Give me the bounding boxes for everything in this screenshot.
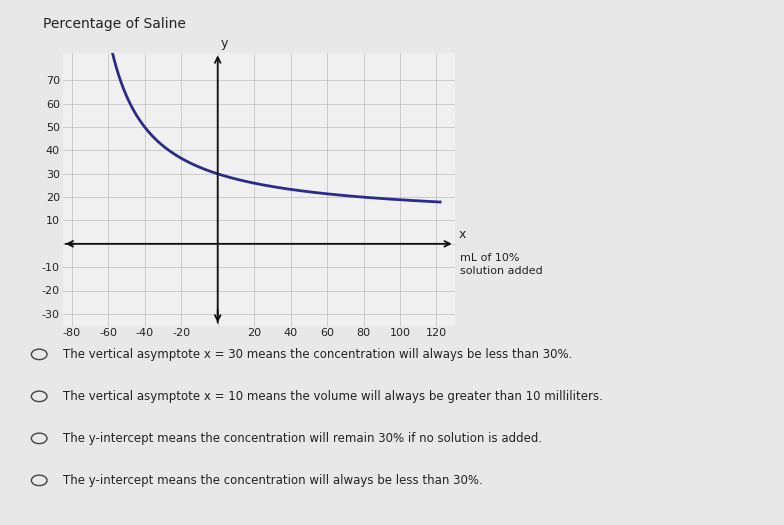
Text: The vertical asymptote x = 10 means the volume will always be greater than 10 mi: The vertical asymptote x = 10 means the …: [63, 390, 603, 403]
Text: The vertical asymptote x = 30 means the concentration will always be less than 3: The vertical asymptote x = 30 means the …: [63, 348, 572, 361]
Text: mL of 10%
solution added: mL of 10% solution added: [460, 253, 543, 276]
Text: y: y: [220, 37, 228, 50]
Text: x: x: [459, 228, 466, 242]
Text: Percentage of Saline: Percentage of Saline: [43, 17, 186, 30]
Text: The y-intercept means the concentration will always be less than 30%.: The y-intercept means the concentration …: [63, 474, 482, 487]
Text: The y-intercept means the concentration will remain 30% if no solution is added.: The y-intercept means the concentration …: [63, 432, 542, 445]
